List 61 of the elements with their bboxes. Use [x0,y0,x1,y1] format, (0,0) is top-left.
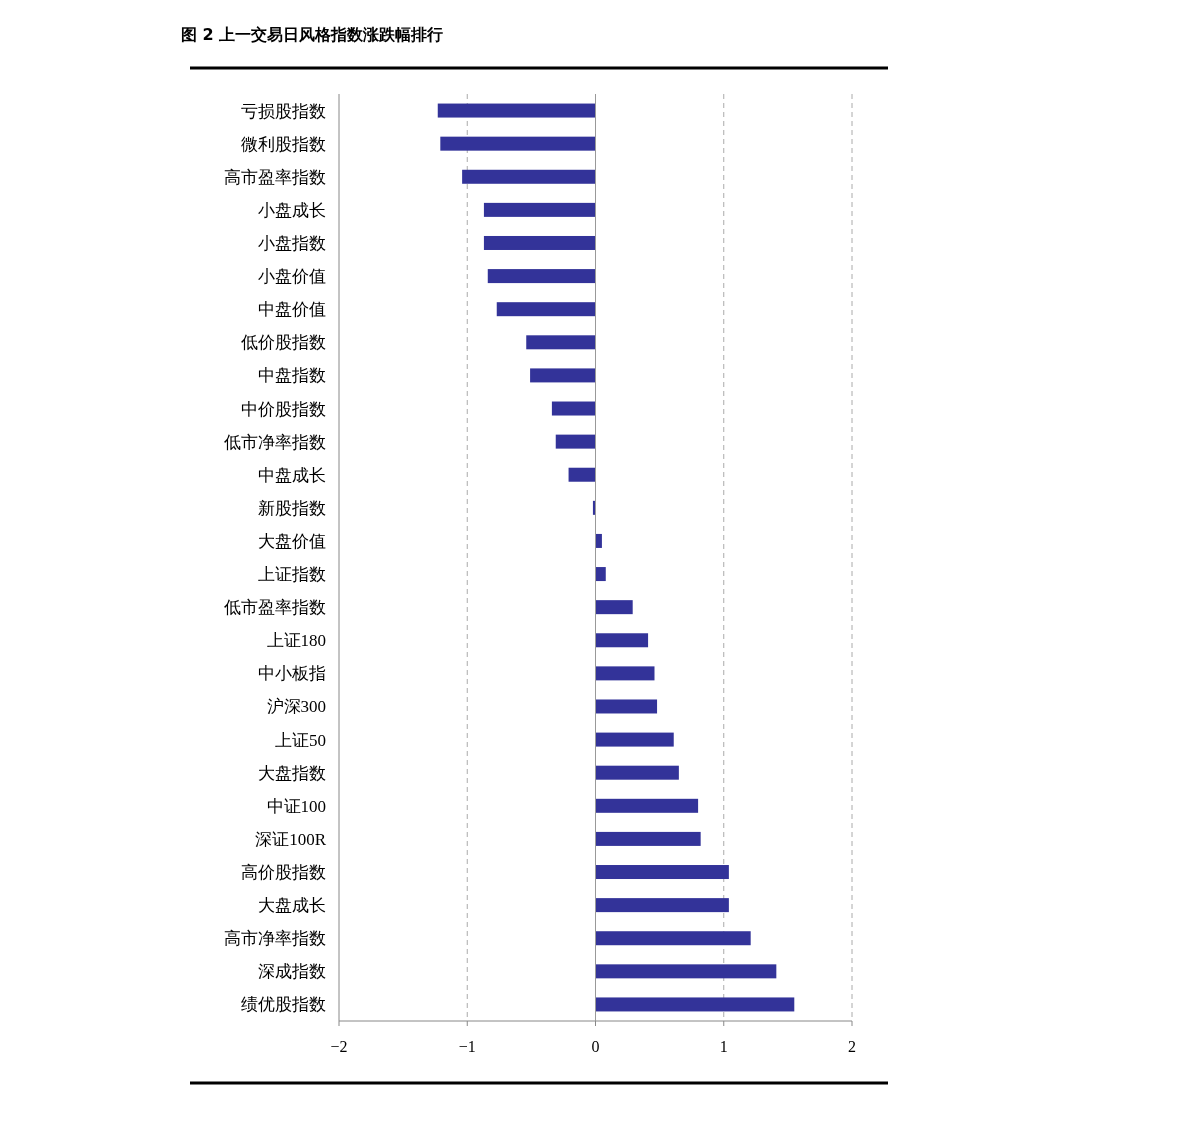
y-tick-label: 深证100R [255,829,327,849]
y-tick-label: 深成指数 [258,962,326,982]
bar [595,765,679,780]
y-tick-label: 上证指数 [258,565,326,585]
bar [595,567,606,582]
y-tick-label: 中小板指 [258,664,326,684]
y-tick-label: 大盘成长 [258,896,326,916]
x-tick-label: −1 [458,1038,476,1055]
bar [595,533,602,548]
bar [595,699,658,714]
bar [595,732,674,747]
bar [595,865,729,880]
x-tick-label: −2 [330,1038,348,1055]
bar [437,103,596,118]
y-tick-label: 中盘指数 [258,366,326,386]
bar [551,401,596,416]
y-tick-label: 亏损股指数 [241,101,326,121]
chart-title: 图 2 上一交易日风格指数涨跌幅排行 [181,25,444,44]
y-tick-label: 小盘指数 [258,233,326,253]
y-tick-label: 小盘成长 [258,200,326,220]
y-tick-label: 低市盈率指数 [224,598,326,618]
y-tick-label: 低市净率指数 [224,432,326,452]
y-tick-label: 小盘价值 [258,267,326,287]
x-tick-label: 1 [719,1038,728,1055]
bar [595,898,729,913]
bar [595,931,751,946]
y-tick-label: 低价股指数 [241,333,326,353]
y-tick-label: 中盘价值 [258,300,326,320]
y-tick-label: 上证180 [266,631,326,651]
y-tick-label: 中价股指数 [241,399,326,419]
y-tick-label: 大盘价值 [258,531,326,551]
bar [595,831,701,846]
bar [595,964,777,979]
y-tick-label: 中盘成长 [258,465,326,485]
bar [487,269,596,284]
y-tick-label: 中证100 [266,796,326,816]
bar [595,666,655,681]
bar [595,997,795,1012]
y-tick-label: 上证50 [275,730,326,750]
bar [595,633,649,648]
y-tick-label: 高价股指数 [241,863,326,883]
bar [595,600,633,615]
x-tick-label: 2 [848,1038,856,1055]
bar [483,202,596,217]
y-tick-label: 沪深300 [266,697,326,717]
x-tick-label: 0 [591,1038,600,1055]
bar [526,335,596,350]
bar [496,302,596,317]
bar [440,136,596,151]
y-tick-label: 高市盈率指数 [224,167,326,187]
y-tick-label: 微利股指数 [241,134,326,154]
y-tick-label: 新股指数 [258,498,326,518]
bar [555,434,596,449]
bar [462,169,596,184]
y-tick-label: 绩优股指数 [241,995,326,1015]
bar [483,235,596,250]
y-tick-label: 高市净率指数 [224,929,326,949]
y-tick-label: 大盘指数 [258,763,326,783]
bar [595,798,699,813]
bar [568,467,596,482]
bar [530,368,596,383]
